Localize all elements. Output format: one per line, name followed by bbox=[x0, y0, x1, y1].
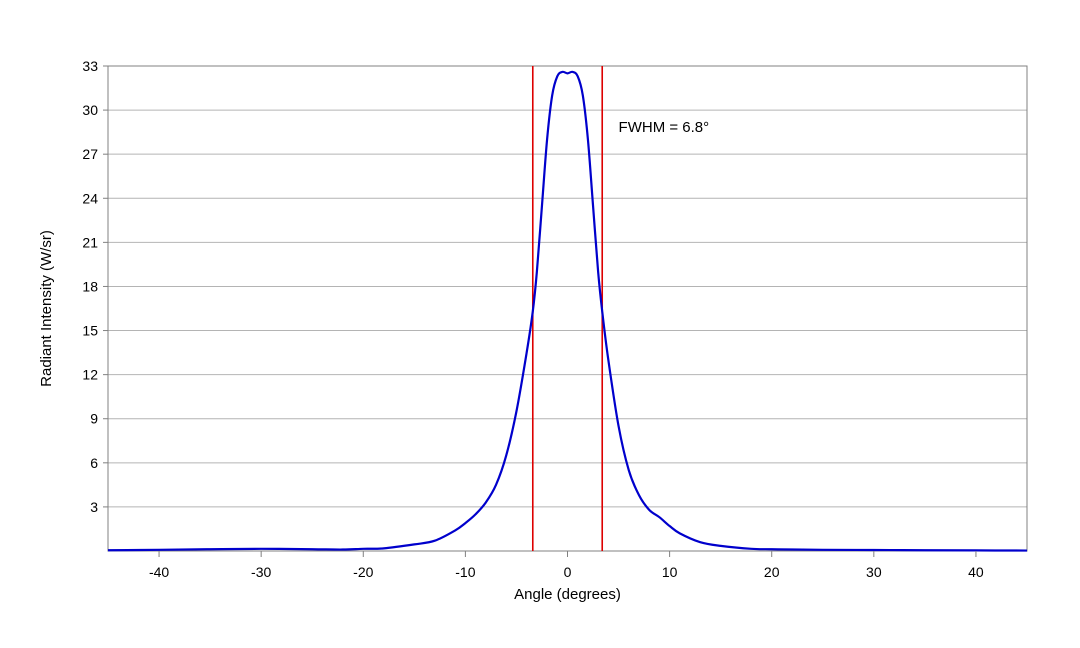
y-tick-label: 33 bbox=[82, 58, 98, 74]
x-tick-label: -40 bbox=[149, 564, 169, 580]
x-tick-label: -30 bbox=[251, 564, 271, 580]
x-tick-label: 40 bbox=[968, 564, 984, 580]
x-tick-label: 30 bbox=[866, 564, 882, 580]
x-tick-label: -20 bbox=[353, 564, 373, 580]
series-group bbox=[107, 70, 1028, 552]
grid bbox=[108, 65, 1027, 508]
y-tick-label: 6 bbox=[90, 455, 98, 471]
y-tick-label: 15 bbox=[82, 323, 98, 339]
x-tick-label: -10 bbox=[455, 564, 475, 580]
fwhm-annotation: FWHM = 6.8° bbox=[619, 119, 710, 136]
x-tick-label: 0 bbox=[564, 564, 572, 580]
reference-lines bbox=[531, 66, 604, 551]
y-axis-title: Radiant Intensity (W/sr) bbox=[38, 230, 55, 387]
y-tick-label: 30 bbox=[82, 102, 98, 118]
y-tick-label: 12 bbox=[82, 367, 98, 383]
y-tick-label: 24 bbox=[82, 190, 98, 206]
y-tick-label: 27 bbox=[82, 146, 98, 162]
plot-frame bbox=[107, 65, 1028, 552]
y-tick-label: 21 bbox=[82, 234, 98, 250]
y-tick-label: 9 bbox=[90, 411, 98, 427]
x-tick-label: 10 bbox=[662, 564, 678, 580]
series-line bbox=[107, 70, 1028, 552]
y-tick-label: 3 bbox=[90, 499, 98, 515]
x-tick-label: 20 bbox=[764, 564, 780, 580]
y-tick-label: 18 bbox=[82, 278, 98, 294]
x-axis-title: Angle (degrees) bbox=[514, 586, 621, 603]
x-axis: -40 -30 -20 -10 0 10 20 30 40 bbox=[149, 551, 984, 580]
annotations: FWHM = 6.8° bbox=[619, 119, 710, 136]
y-axis: 3 6 9 12 15 18 21 24 27 30 33 bbox=[82, 58, 108, 515]
